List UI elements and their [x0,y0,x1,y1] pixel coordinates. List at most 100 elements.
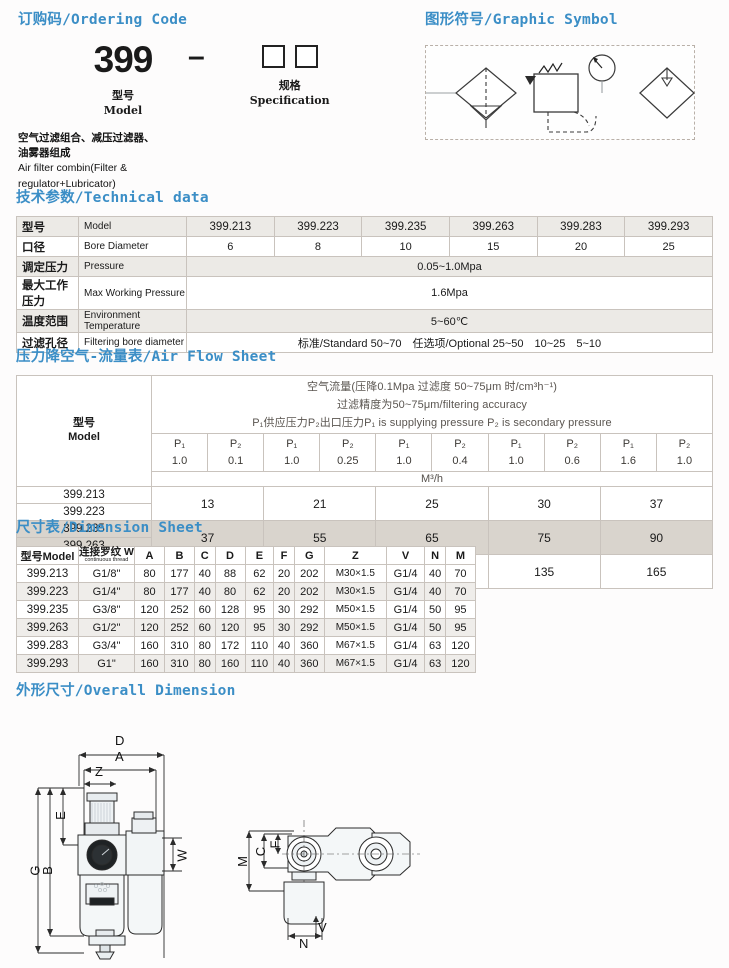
dimension-header-cell: F [273,546,295,565]
technical-label-en: Environment Temperature [78,309,187,333]
ordering-desc-cn-2: 油雾器组成 [18,147,71,160]
dimension-value-cell: 160 [214,654,246,673]
dimension-model-cell: 399.263 [16,618,79,637]
technical-label-en: Bore Diameter [78,236,187,257]
air-flow-header-row: 型号 Model 空气流量(压降0.1Mpa 过滤度 50~75μm 时/cm³h⁻… [16,374,713,488]
dimension-value-cell: 30 [273,618,295,637]
air-flow-data-row: 399.213 13 21 25 30 37 [16,486,714,522]
dimension-row: 399.283 G3/4" 160 310 80 172 110 40 360 M67×1.5 G1… [16,636,477,655]
dimension-value-cell: 95 [444,618,477,637]
dim-label-E: E [52,811,68,820]
dimension-value-cell: 70 [444,564,477,583]
dimension-sheet-title: 尺寸表/Dimension Sheet [16,520,203,536]
dimension-row: 399.235 G3/8" 120 252 60 128 95 30 292 M50×1.5 G1/… [16,600,477,619]
air-flow-pressure-value: 1.0 [508,454,524,467]
dimension-value-cell: 40 [273,654,295,673]
dim-label-A: A [115,749,124,764]
air-flow-pressure-value: 1.0 [171,454,188,467]
dimension-row: 399.263 G1/2" 120 252 60 120 95 30 292 M50×1.5 G1/… [16,618,477,637]
dim-label-C: C [253,846,269,857]
air-flow-pressure-cell: P₂ 0.4 [431,433,489,473]
air-flow-pressure-value: 1.0 [396,454,412,467]
technical-data-row: 型号 Model 399.213 399.223 399.235 399.263 399.2… [16,216,713,237]
air-flow-pressure-value: 0.25 [337,454,359,467]
air-flow-pressure-symbol: P₂ [454,438,466,451]
technical-value-cell: 8 [273,236,363,257]
dimension-value-cell: 30 [273,600,295,619]
air-flow-value-cell: 90 [599,520,714,556]
technical-value-cell: 10 [361,236,450,257]
technical-value-merged: 5~60℃ [186,309,713,333]
technical-value-cell: 25 [624,236,713,257]
dimension-model-cell: 399.293 [16,654,79,673]
air-flow-pressure-symbol: P₂ [678,438,691,451]
technical-label-en: Pressure [78,256,187,277]
dimension-value-cell: 120 [134,618,165,637]
dimension-value-cell: G3/8" [78,600,135,619]
dimension-value-cell: 88 [214,564,246,583]
air-flow-pressure-cell: P₂ 1.0 [655,433,714,473]
overall-dimension-drawing: D A Z E G B W M C F V N [16,708,713,968]
technical-data-title: 技术参数/Technical data [16,190,209,206]
dimension-value-cell: 50 [424,600,446,619]
dimension-value-cell: 80 [194,636,216,655]
technical-data-section: 技术参数/Technical data 型号 Model 399.213 399.22… [16,186,713,353]
dim-label-F: F [267,840,283,849]
air-flow-model-cell: 399.213 [16,486,152,505]
dimension-value-cell: 120 [214,618,246,637]
air-flow-pressure-cell: P₂ 0.25 [319,433,377,473]
dimension-value-cell: 177 [164,582,195,601]
dimension-value-cell: 20 [273,564,295,583]
air-flow-data-row: 399.223 [16,503,713,522]
technical-label-cn: 过滤孔径 [16,332,79,353]
air-flow-value-cell: 75 [487,520,601,556]
air-flow-pressure-value: 1.0 [676,454,693,467]
ordering-spec-label-en: Specification [249,94,330,107]
dimension-value-cell: 80 [214,582,246,601]
dimension-value-cell: M50×1.5 [323,600,387,619]
pneumatic-schematic-icon [426,54,695,133]
ordering-description: 空气过滤组合、减压过滤器、 油雾器组成 Air filter combin(Fi… [18,131,408,192]
dimension-value-cell: 95 [444,600,477,619]
air-flow-value-cell: 13 [150,486,265,522]
dimension-value-cell: 252 [164,618,195,637]
dim-label-B: B [39,866,55,875]
air-flow-pressure-cell: P₁ 1.0 [150,433,209,473]
dimension-header-cell: 型号Model [16,546,79,565]
technical-data-row: 口径 Bore Diameter 6 8 10 15 20 25 [16,236,713,257]
air-flow-pressure-symbol: P₁ [510,438,522,451]
air-flow-pressure-cell: P₁ 1.0 [375,433,433,473]
ordering-spec-boxes [225,41,355,68]
air-flow-note-block: 空气流量(压降0.1Mpa 过滤度 50~75μm 时/cm³h⁻¹) 过滤精度为… [151,374,713,435]
dimension-header-cell: V [385,546,426,565]
dimension-row: 399.213 G1/8" 80 177 40 88 62 20 202 M30×1.5 G1/4 4… [16,564,477,583]
air-flow-pressure-cell: P₂ 0.6 [543,433,601,473]
dimension-value-cell: 40 [424,582,446,601]
dimension-value-cell: 202 [293,582,325,601]
dim-label-M: M [234,856,250,867]
dim-label-N: N [299,936,309,951]
dimension-value-cell: M67×1.5 [323,654,387,673]
dimension-value-cell: M30×1.5 [323,564,387,583]
air-flow-pressure-value: 0.6 [564,454,580,467]
dimension-value-cell: 110 [244,654,275,673]
air-flow-value-cell: 25 [375,486,489,522]
technical-label-en: Max Working Pressure [78,276,187,310]
technical-data-row: 过滤孔径 Filtering bore diameter 标准/Standard 5… [16,332,713,353]
dim-label-V: V [318,920,327,935]
dimension-value-cell: M50×1.5 [323,618,387,637]
dimension-value-cell: 95 [244,618,275,637]
dimension-value-cell: M30×1.5 [323,582,387,601]
dimension-value-cell: G1/4 [385,654,426,673]
ordering-code-section: 订购码/Ordering Code 399 型号 Model – 规格 Spec… [18,8,408,192]
air-flow-pressure-symbol: P₂ [229,438,242,451]
air-flow-title: 压力降空气-流量表/Air Flow Sheet [16,349,277,365]
technical-data-row: 调定压力 Pressure 0.05~1.0Mpa [16,256,713,277]
graphic-symbol-title: 图形符号/Graphic Symbol [425,12,618,28]
dim-label-Z: Z [95,764,103,779]
dimension-value-cell: G1" [78,654,135,673]
dimension-value-cell: 62 [244,582,275,601]
technical-data-row: 温度范围 Environment Temperature 5~60℃ [16,309,713,333]
